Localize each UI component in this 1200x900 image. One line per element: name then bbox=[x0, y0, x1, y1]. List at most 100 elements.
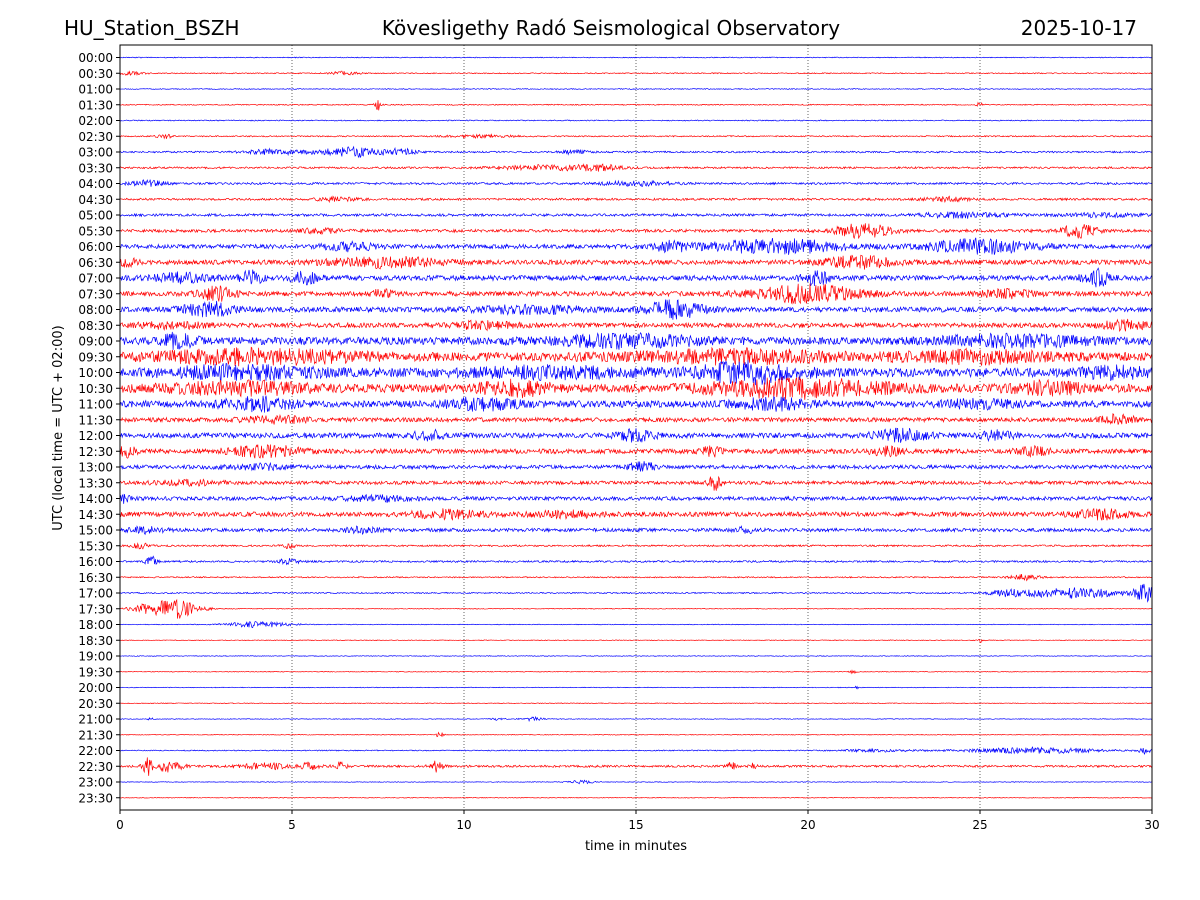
trace-0800 bbox=[119, 299, 1153, 320]
trace-0400 bbox=[119, 179, 1153, 188]
y-tick-label: 15:00 bbox=[78, 524, 113, 538]
y-tick-label: 14:00 bbox=[78, 492, 113, 506]
y-tick-label: 10:30 bbox=[78, 382, 113, 396]
y-tick-label: 09:00 bbox=[78, 335, 113, 349]
y-tick-label: 15:30 bbox=[78, 539, 113, 553]
trace-0600 bbox=[119, 237, 1153, 255]
trace-2200 bbox=[119, 746, 1153, 755]
trace-1200 bbox=[119, 427, 1153, 443]
trace-2000 bbox=[119, 685, 1153, 690]
y-tick-label: 02:00 bbox=[78, 114, 113, 128]
y-tick-label: 08:00 bbox=[78, 303, 113, 317]
y-axis-label: UTC (local time = UTC + 02:00) bbox=[51, 325, 66, 530]
trace-1400 bbox=[119, 493, 1153, 504]
y-tick-label: 11:00 bbox=[78, 398, 113, 412]
y-tick-label: 21:00 bbox=[78, 713, 113, 727]
y-tick-label: 22:30 bbox=[78, 760, 113, 774]
trace-1630 bbox=[119, 574, 1153, 582]
trace-0930 bbox=[119, 346, 1153, 367]
trace-1530 bbox=[119, 542, 1153, 550]
title-date: 2025-10-17 bbox=[1021, 16, 1137, 40]
trace-0300 bbox=[119, 145, 1153, 159]
trace-1100 bbox=[119, 395, 1153, 413]
y-tick-label: 21:30 bbox=[78, 728, 113, 742]
y-tick-label: 19:30 bbox=[78, 665, 113, 679]
y-tick-label: 17:30 bbox=[78, 602, 113, 616]
traces bbox=[119, 56, 1153, 799]
trace-0230 bbox=[119, 133, 1153, 140]
trace-1130 bbox=[119, 413, 1153, 425]
trace-1330 bbox=[119, 475, 1153, 491]
y-tick-label: 23:00 bbox=[78, 776, 113, 790]
trace-0330 bbox=[119, 163, 1153, 173]
trace-1930 bbox=[119, 669, 1153, 675]
x-tick-label: 0 bbox=[116, 818, 124, 832]
y-tick-label: 16:30 bbox=[78, 571, 113, 585]
y-tick-label: 22:00 bbox=[78, 744, 113, 758]
y-tick-label: 17:00 bbox=[78, 587, 113, 601]
trace-1000 bbox=[119, 359, 1153, 386]
y-tick-label: 20:30 bbox=[78, 697, 113, 711]
trace-0000 bbox=[119, 56, 1153, 59]
y-tick-label: 05:30 bbox=[78, 224, 113, 238]
trace-0900 bbox=[119, 331, 1153, 350]
trace-1030 bbox=[119, 376, 1153, 400]
trace-0630 bbox=[119, 254, 1153, 270]
trace-1300 bbox=[119, 461, 1153, 472]
title-station: HU_Station_BSZH bbox=[64, 16, 240, 40]
y-tick-label: 18:30 bbox=[78, 634, 113, 648]
trace-2300 bbox=[119, 779, 1153, 785]
trace-0500 bbox=[119, 211, 1153, 220]
trace-0830 bbox=[119, 318, 1153, 333]
trace-1830 bbox=[119, 638, 1153, 643]
trace-1430 bbox=[119, 507, 1153, 521]
x-tick-label: 25 bbox=[972, 818, 987, 832]
trace-1600 bbox=[119, 555, 1153, 566]
trace-0730 bbox=[119, 283, 1153, 305]
x-tick-label: 30 bbox=[1144, 818, 1159, 832]
y-tick-label: 11:30 bbox=[78, 413, 113, 427]
x-axis-label: time in minutes bbox=[585, 839, 687, 854]
y-tick-label: 09:30 bbox=[78, 350, 113, 364]
trace-0030 bbox=[119, 70, 1153, 77]
trace-2130 bbox=[119, 731, 1153, 738]
trace-0100 bbox=[119, 88, 1153, 90]
y-tick-label: 16:00 bbox=[78, 555, 113, 569]
trace-1900 bbox=[119, 655, 1153, 657]
trace-0430 bbox=[119, 195, 1153, 204]
trace-0130 bbox=[119, 100, 1153, 111]
y-tick-label: 14:30 bbox=[78, 508, 113, 522]
y-tick-label: 13:30 bbox=[78, 476, 113, 490]
y-tick-label: 06:00 bbox=[78, 240, 113, 254]
trace-1230 bbox=[119, 444, 1153, 459]
y-tick-label: 01:30 bbox=[78, 98, 113, 112]
y-tick-label: 08:30 bbox=[78, 319, 113, 333]
y-tick-label: 07:30 bbox=[78, 287, 113, 301]
trace-1730 bbox=[119, 598, 1153, 619]
trace-2230 bbox=[119, 757, 1153, 776]
trace-2100 bbox=[119, 715, 1153, 723]
x-ticks: 0 5 10 15 20 25 30 bbox=[116, 810, 1160, 832]
trace-0700 bbox=[119, 267, 1153, 288]
y-tick-label: 19:00 bbox=[78, 650, 113, 664]
y-tick-label: 10:00 bbox=[78, 366, 113, 380]
title-observatory: Kövesligethy Radó Seismological Observat… bbox=[382, 16, 840, 40]
y-tick-label: 20:00 bbox=[78, 681, 113, 695]
y-tick-label: 12:00 bbox=[78, 429, 113, 443]
y-tick-label: 01:00 bbox=[78, 83, 113, 97]
y-tick-label: 07:00 bbox=[78, 272, 113, 286]
y-tick-label: 00:00 bbox=[78, 51, 113, 65]
x-tick-label: 20 bbox=[800, 818, 815, 832]
trace-1800 bbox=[119, 620, 1153, 629]
trace-0200 bbox=[119, 119, 1153, 122]
trace-1500 bbox=[119, 525, 1153, 536]
trace-1700 bbox=[119, 583, 1153, 603]
x-tick-label: 15 bbox=[628, 818, 643, 832]
y-tick-label: 04:00 bbox=[78, 177, 113, 191]
y-tick-label: 18:00 bbox=[78, 618, 113, 632]
y-tick-label: 04:30 bbox=[78, 193, 113, 207]
y-tick-label: 03:30 bbox=[78, 161, 113, 175]
y-tick-label: 00:30 bbox=[78, 67, 113, 81]
